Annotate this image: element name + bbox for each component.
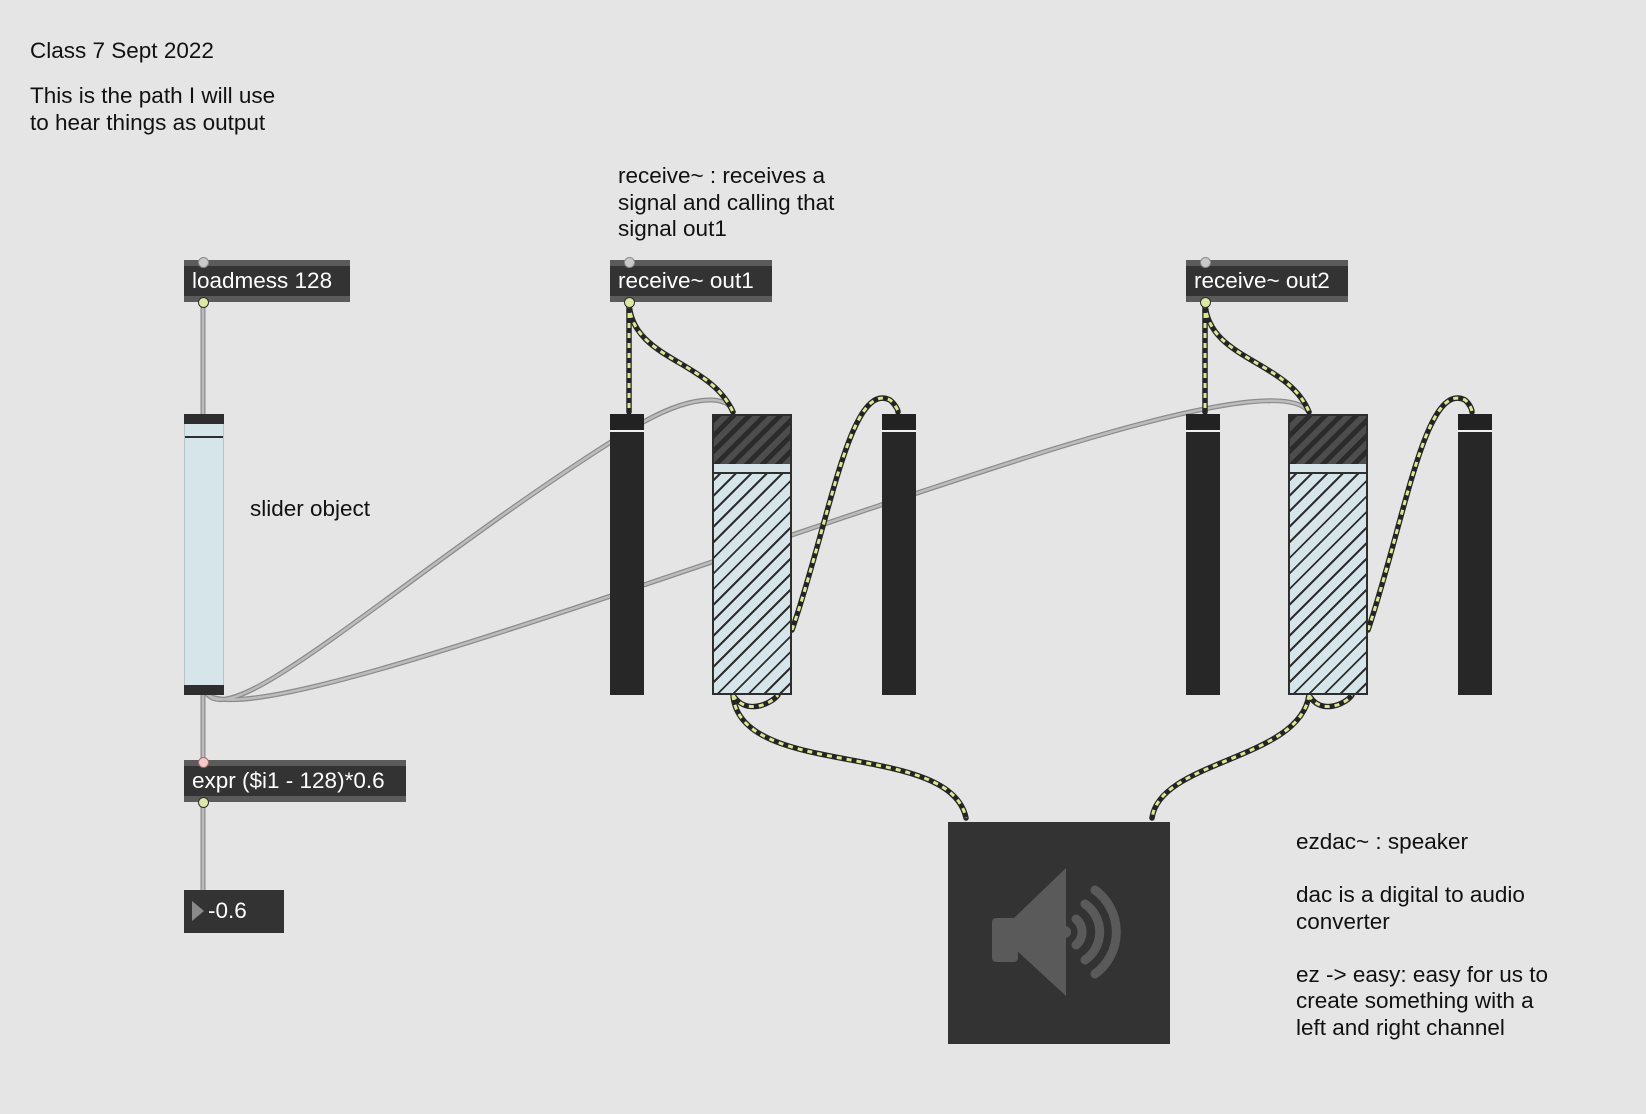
slider-bottom-cap — [184, 685, 224, 695]
number-box-value: -0.6 — [208, 898, 247, 923]
number-box[interactable]: -0.6 — [184, 890, 284, 933]
ezdac-comment: ezdac~ : speaker dac is a digital to aud… — [1296, 829, 1548, 1040]
meter-right-2-top — [1458, 414, 1492, 432]
meter-left-1-top — [610, 414, 644, 432]
meter-right-2[interactable] — [1458, 414, 1492, 695]
slider-comment: slider object — [250, 496, 371, 521]
receive-out2-object[interactable]: receive~ out2 — [1186, 260, 1348, 302]
gain-slider-2-handle-area[interactable] — [1290, 416, 1366, 464]
receive-comment: receive~ : receives a signal and calling… — [618, 163, 835, 241]
speaker-icon — [992, 868, 1121, 996]
gain-slider-2[interactable] — [1288, 414, 1368, 695]
cord-gain1-dac-left — [730, 692, 969, 821]
loadmess-inlet[interactable] — [198, 257, 209, 268]
cord-gain2-meter2b — [1365, 395, 1475, 633]
gain-slider-1[interactable] — [712, 414, 792, 695]
meter-left-1[interactable] — [610, 414, 644, 695]
loadmess-outlet[interactable] — [198, 297, 209, 308]
receive-out1-inlet[interactable] — [624, 257, 635, 268]
number-box-triangle-icon — [192, 901, 204, 921]
receive-out2-inlet[interactable] — [1200, 257, 1211, 268]
cord-slider-gain1 — [205, 397, 736, 703]
cord-receive2-gain2 — [1202, 300, 1312, 415]
gain-slider-1-handle-area[interactable] — [714, 416, 790, 464]
patch-title-comment: Class 7 Sept 2022 — [30, 38, 214, 63]
expr-object[interactable]: expr ($i1 - 128)*0.6 — [184, 760, 406, 802]
expr-outlet[interactable] — [198, 797, 209, 808]
meter-left-2-top — [1186, 414, 1220, 432]
receive-out1-outlet[interactable] — [624, 297, 635, 308]
cord-gain2-dac-right — [1149, 692, 1355, 821]
ezdac-object[interactable] — [948, 822, 1170, 1044]
loadmess-object[interactable]: loadmess 128 — [184, 260, 350, 302]
expr-inlet[interactable] — [198, 757, 209, 768]
intro-comment: This is the path I will use to hear thin… — [30, 83, 276, 135]
gain-slider-2-knob[interactable] — [1290, 464, 1366, 474]
slider-object[interactable] — [184, 414, 224, 695]
cord-receive1-gain1 — [626, 300, 736, 415]
gain-slider-1-knob[interactable] — [714, 464, 790, 474]
meter-right-1-top — [882, 414, 916, 432]
meter-left-2[interactable] — [1186, 414, 1220, 695]
receive-out1-object[interactable]: receive~ out1 — [610, 260, 772, 302]
slider-knob-line[interactable] — [185, 436, 223, 438]
slider-top-cap — [184, 414, 224, 424]
receive-out2-outlet[interactable] — [1200, 297, 1211, 308]
meter-right-1[interactable] — [882, 414, 916, 695]
